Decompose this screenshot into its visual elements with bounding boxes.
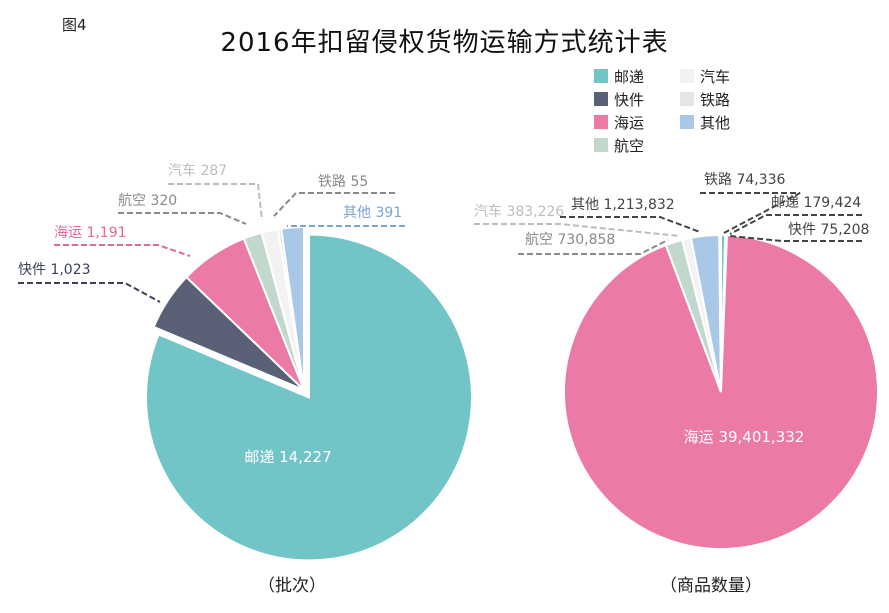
leader-line <box>18 282 161 303</box>
data-label: 汽车 287 <box>168 162 227 179</box>
legend-item-other: 其他 <box>680 112 730 132</box>
leader-line <box>54 244 191 257</box>
data-label: 邮递 179,424 <box>771 195 861 211</box>
legend-item-rail: 铁路 <box>680 89 730 109</box>
data-label: 海运 39,401,332 <box>684 428 805 446</box>
leader-line <box>700 192 801 235</box>
leader-line <box>168 183 263 221</box>
data-label: 航空 730,858 <box>525 232 615 248</box>
leader-line <box>729 214 862 235</box>
data-label: 邮递 14,227 <box>244 448 331 466</box>
legend-swatch <box>680 92 694 106</box>
leader-line <box>560 216 701 233</box>
legend-item-truck: 汽车 <box>680 66 730 86</box>
legend-swatch <box>594 115 608 129</box>
pie-slice-铁路 <box>718 233 722 393</box>
legend-label: 其他 <box>700 113 731 132</box>
quantity-pie-caption: （商品数量） <box>660 576 762 596</box>
legend-item-express: 快件 <box>594 89 644 109</box>
data-label: 快件 1,023 <box>18 262 91 278</box>
legend-label: 快件 <box>614 90 645 109</box>
leader-line <box>118 212 247 225</box>
figure-label: 图4 <box>62 16 87 34</box>
legend-swatch <box>680 115 694 129</box>
legend-swatch <box>594 69 608 83</box>
leader-line <box>474 223 681 237</box>
legend-swatch <box>594 138 608 152</box>
legend-label: 邮递 <box>614 67 645 86</box>
legend-label: 海运 <box>614 113 645 132</box>
leader-line <box>273 192 395 217</box>
legend-swatch <box>680 69 694 83</box>
legend-item-air: 航空 <box>594 135 644 155</box>
data-label: 快件 75,208 <box>788 222 869 238</box>
data-label: 航空 320 <box>118 193 177 209</box>
data-label: 其他 1,213,832 <box>571 197 675 213</box>
pie-slice-邮递 <box>144 233 473 562</box>
batch-pie-caption: （批次） <box>258 576 326 596</box>
legend-label: 汽车 <box>700 67 731 86</box>
chart-title: 2016年扣留侵权货物运输方式统计表 <box>220 28 669 58</box>
legend-label: 铁路 <box>700 90 731 109</box>
legend-swatch <box>594 92 608 106</box>
data-label: 汽车 383,226 <box>474 203 564 220</box>
data-label: 铁路 55 <box>318 174 368 190</box>
data-label: 其他 391 <box>343 205 402 221</box>
data-label: 铁路 74,336 <box>704 172 786 188</box>
leader-line <box>518 239 669 255</box>
legend-item-sea: 海运 <box>594 112 644 132</box>
legend-label: 航空 <box>614 136 645 155</box>
legend-item-mail: 邮递 <box>594 66 644 86</box>
data-label: 海运 1,191 <box>54 225 127 241</box>
